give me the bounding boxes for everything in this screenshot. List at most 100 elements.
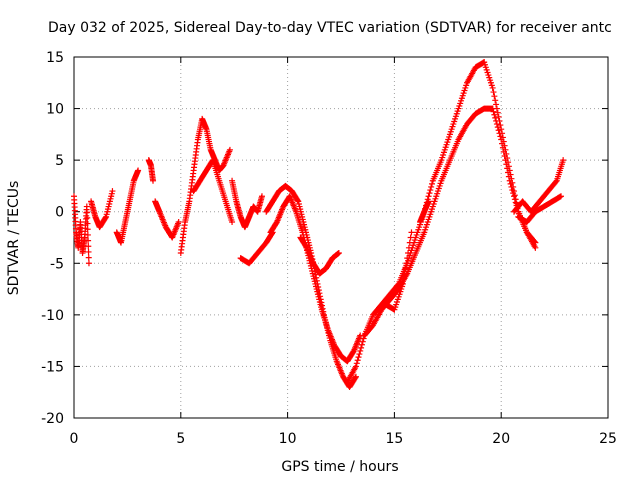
data-point: [505, 173, 512, 180]
data-point: [490, 89, 497, 96]
data-point: [406, 239, 413, 246]
data-point: [508, 183, 515, 190]
data-point: [428, 180, 435, 187]
data-point: [359, 338, 366, 345]
data-point: [499, 144, 506, 151]
data-point: [511, 193, 518, 200]
y-tick-label: 5: [55, 153, 64, 169]
data-point: [492, 114, 499, 121]
data-point: [491, 93, 498, 100]
data-point: [355, 354, 362, 361]
data-point: [150, 177, 157, 184]
data-point: [500, 148, 507, 155]
data-point: [84, 209, 91, 216]
data-point: [83, 203, 90, 210]
data-point: [352, 373, 359, 380]
data-point: [489, 105, 496, 112]
data-point: [511, 196, 518, 203]
series-arc-11: [267, 193, 364, 365]
data-point: [85, 243, 92, 250]
data-point: [407, 234, 414, 241]
data-point: [494, 109, 501, 116]
series-arc-7: [190, 157, 236, 226]
data-point: [505, 169, 512, 176]
series-arc-8: [229, 177, 265, 231]
tick-layer: [73, 56, 609, 419]
data-point: [552, 178, 559, 185]
series-arc-18: [489, 105, 539, 251]
data-point: [356, 351, 363, 358]
data-point: [498, 136, 505, 143]
data-point: [504, 165, 511, 172]
y-tick-label: -10: [41, 308, 64, 324]
data-point: [109, 188, 116, 195]
data-point: [352, 363, 359, 370]
data-point: [427, 187, 434, 194]
data-point: [403, 260, 410, 267]
x-tick-label: 5: [176, 431, 185, 447]
data-point: [360, 335, 367, 342]
series-arc-1: [71, 193, 92, 267]
data-point: [425, 198, 432, 205]
data-point: [408, 229, 415, 236]
series-arc-9: [237, 229, 276, 267]
data-point: [493, 117, 500, 124]
data-point: [175, 219, 182, 226]
data-point: [400, 275, 407, 282]
data-point: [490, 108, 497, 115]
data-point: [494, 124, 501, 131]
chart-title: Day 032 of 2025, Sidereal Day-to-day VTE…: [48, 20, 612, 36]
y-axis-label: SDTVAR / TECUs: [6, 181, 22, 296]
data-point: [85, 254, 92, 261]
data-point: [495, 113, 502, 120]
data-point: [510, 190, 517, 197]
data-point: [402, 265, 409, 272]
data-point: [493, 121, 500, 128]
data-point: [352, 374, 359, 381]
data-point: [502, 157, 509, 164]
series-arc-2: [88, 188, 116, 231]
series-arc-5: [152, 198, 182, 241]
data-point: [358, 344, 365, 351]
data-point: [84, 231, 91, 238]
data-point: [294, 197, 301, 204]
data-point: [209, 158, 216, 165]
y-tick-label: 15: [46, 50, 64, 66]
data-point: [506, 177, 513, 184]
data-point: [85, 248, 92, 255]
series-arc-12: [297, 234, 342, 277]
data-point: [509, 187, 516, 194]
data-point: [258, 193, 265, 200]
data-point: [84, 220, 91, 227]
data-point: [512, 199, 519, 206]
data-point: [501, 153, 508, 160]
data-point: [404, 255, 411, 262]
x-tick-label: 25: [599, 431, 617, 447]
series-arc-6: [177, 115, 233, 256]
series-arc-4: [145, 157, 157, 184]
series-arc-15: [382, 229, 415, 313]
x-tick-label: 10: [279, 431, 297, 447]
data-point: [84, 214, 91, 221]
y-tick-label: -20: [41, 411, 64, 427]
data-point: [495, 127, 502, 134]
data-point: [405, 249, 412, 256]
data-point: [229, 219, 236, 226]
data-point: [357, 347, 364, 354]
data-point: [358, 341, 365, 348]
data-point: [507, 180, 514, 187]
series-arc-3: [113, 167, 142, 246]
data-points: [71, 59, 567, 391]
data-point: [532, 244, 539, 251]
data-point: [428, 183, 435, 190]
data-point: [426, 190, 433, 197]
x-tick-label: 15: [385, 431, 403, 447]
data-point: [401, 270, 408, 277]
data-point: [493, 101, 500, 108]
data-point: [492, 97, 499, 104]
data-point: [84, 226, 91, 233]
series-arc-19: [511, 157, 567, 215]
x-axis-label: GPS time / hours: [281, 459, 398, 475]
tick-label-layer: 0 5 10 15 20 25 -20 -15 -10 -5 0 5 10 15: [41, 50, 617, 447]
